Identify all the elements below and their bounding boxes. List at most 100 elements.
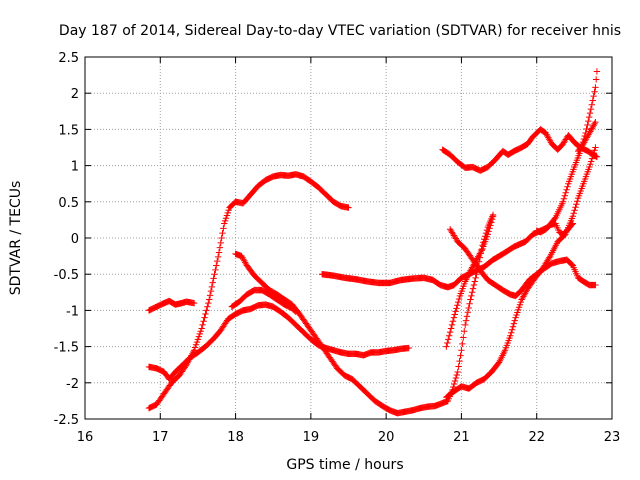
data-point	[509, 323, 517, 330]
series-s7	[439, 126, 601, 174]
x-tick-label: 20	[378, 430, 395, 445]
data-point	[459, 340, 466, 348]
data-point	[593, 153, 601, 161]
x-tick-label: 23	[604, 430, 621, 445]
data-point	[206, 292, 214, 299]
data-point	[190, 299, 198, 307]
y-axis-label: SDTVAR / TECUs	[8, 181, 24, 296]
tick-labels: 16 17 18 19 20 21 22 23 -2.5 -2 -1.5 -1 -0.5 0 0.5 1 1.5…	[54, 51, 621, 445]
data-point	[590, 92, 597, 100]
data-point	[588, 101, 596, 108]
data-point	[571, 207, 578, 214]
data-point	[559, 198, 567, 205]
data-point	[195, 333, 203, 340]
x-tick-label: 18	[227, 430, 244, 445]
data-point	[466, 300, 473, 307]
data-point	[574, 197, 581, 205]
data-point	[462, 317, 470, 324]
y-tick-label: 2	[71, 87, 79, 102]
data-point	[212, 266, 219, 274]
data-point	[569, 220, 577, 227]
data-point	[546, 254, 553, 261]
series-s11	[574, 118, 599, 155]
y-tick-label: -1.5	[54, 341, 79, 356]
data-point	[460, 334, 467, 341]
series-s12	[533, 220, 577, 238]
data-point	[450, 314, 458, 321]
data-point	[451, 311, 458, 318]
data-point	[214, 253, 222, 261]
data-point	[461, 328, 468, 335]
data-point	[446, 328, 454, 336]
data-points	[145, 68, 601, 417]
data-point	[590, 149, 597, 157]
data-point	[220, 225, 227, 232]
data-point	[572, 204, 579, 211]
data-point	[208, 283, 216, 291]
data-point	[478, 247, 485, 254]
data-point	[453, 305, 460, 312]
data-point	[449, 318, 457, 325]
data-point	[218, 234, 225, 242]
data-point	[455, 298, 462, 306]
data-point	[210, 275, 217, 282]
data-point	[222, 215, 230, 222]
data-point	[454, 302, 461, 309]
data-point	[569, 213, 577, 220]
data-point	[591, 147, 598, 154]
data-point	[201, 314, 208, 321]
data-point	[487, 222, 494, 229]
data-point	[592, 76, 600, 83]
data-point	[485, 228, 492, 235]
x-tick-label: 21	[453, 430, 470, 445]
data-point	[589, 152, 597, 160]
data-point	[573, 201, 580, 208]
data-point	[560, 195, 568, 202]
plot-frame	[84, 56, 613, 420]
data-point	[204, 303, 211, 310]
data-point	[224, 209, 231, 217]
data-point	[591, 88, 598, 95]
series-s8	[446, 226, 599, 300]
data-point	[199, 321, 206, 329]
y-tick-label: 0	[71, 232, 79, 247]
data-point	[444, 339, 451, 347]
data-point	[486, 225, 493, 232]
data-point	[568, 221, 576, 228]
data-point	[221, 217, 229, 225]
data-point	[570, 210, 577, 217]
data-point	[507, 332, 514, 339]
data-point	[193, 338, 201, 346]
data-point	[508, 326, 516, 333]
x-tick-label: 22	[528, 430, 545, 445]
data-point	[221, 220, 228, 227]
x-tick-label: 16	[77, 430, 94, 445]
data-point	[472, 274, 479, 282]
data-point	[225, 207, 232, 214]
x-axis-label: GPS time / hours	[286, 457, 403, 473]
data-point	[564, 183, 571, 190]
series-s2	[145, 171, 352, 412]
data-point	[215, 249, 223, 256]
data-point	[458, 347, 465, 354]
data-point	[456, 357, 463, 365]
data-point	[488, 216, 496, 223]
data-point	[447, 325, 455, 332]
series-s4	[232, 211, 497, 417]
data-point	[585, 117, 592, 125]
y-tick-label: -2.5	[54, 413, 79, 428]
data-point	[197, 328, 204, 335]
series-s1	[145, 297, 198, 314]
data-point	[511, 317, 518, 324]
data-point	[585, 113, 593, 121]
series-s10	[443, 213, 497, 350]
data-point	[455, 295, 463, 303]
data-point	[592, 144, 599, 151]
data-point	[196, 330, 204, 338]
y-tick-label: 1	[71, 160, 79, 175]
data-point	[471, 278, 478, 285]
data-point	[583, 125, 590, 133]
data-point	[592, 281, 599, 289]
data-point	[405, 344, 412, 352]
